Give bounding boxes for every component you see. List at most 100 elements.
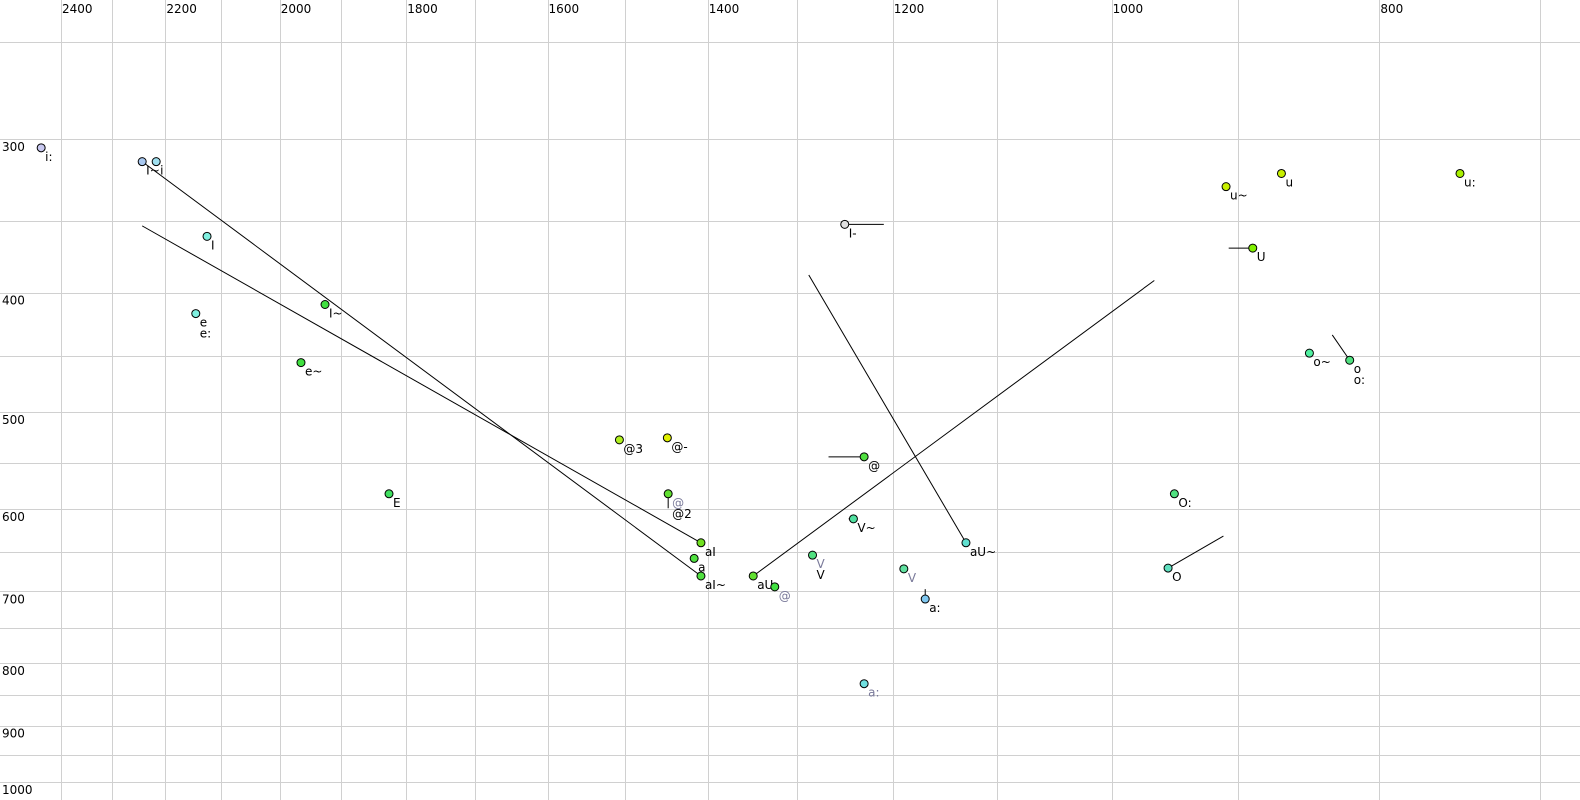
point-label: @3: [623, 442, 643, 456]
point-marker: [1221, 182, 1231, 192]
point-label: @: [779, 589, 791, 603]
trajectory-line: [141, 161, 702, 577]
vowel-point: V: [899, 564, 917, 585]
point-label: E: [393, 496, 401, 510]
point-label: @2: [672, 507, 692, 521]
point-label: o~: [1313, 355, 1330, 369]
point-label: aU~: [970, 545, 996, 559]
y-tick-label: 500: [2, 413, 25, 427]
vowel-point: I: [202, 231, 215, 252]
vowel-point: @@2: [663, 489, 692, 521]
x-tick-label: 2200: [166, 2, 197, 16]
point-marker: [296, 358, 306, 368]
vowel-point: u:: [1455, 168, 1476, 189]
point-marker: [696, 538, 706, 548]
vowel-point: V~: [848, 514, 876, 535]
x-axis-ticks: 2400 2200 2000 1800 1600 1400 1200 1000 800: [62, 2, 1403, 16]
point-label: e: [200, 316, 207, 330]
point-marker: [748, 571, 758, 581]
y-tick-label: 400: [2, 294, 25, 308]
point-marker: [859, 452, 869, 462]
vowel-point: I~: [320, 300, 343, 321]
point-label: U: [1257, 250, 1266, 264]
trajectory-line: [1331, 334, 1351, 361]
vowel-point: I~: [137, 157, 160, 178]
point-label: V: [817, 557, 826, 571]
y-tick-label: 900: [2, 727, 25, 741]
y-axis-ticks: 300 400 500 600 700 800 900 1000: [2, 140, 33, 797]
point-label: a:: [929, 601, 940, 615]
point-label: i:: [45, 150, 52, 164]
point-label: I~: [146, 164, 160, 178]
point-marker: [1345, 355, 1355, 365]
point-marker: [202, 231, 212, 241]
x-tick-label: 1000: [1113, 2, 1144, 16]
point-marker: [808, 550, 818, 560]
vowel-point: aU~: [961, 538, 996, 559]
vowel-point: a: [689, 553, 706, 574]
vowel-point: VV: [808, 550, 826, 582]
x-tick-label: 2000: [281, 2, 312, 16]
vowel-point: i:: [36, 143, 53, 164]
point-label: @-: [671, 440, 687, 454]
point-label: aI~: [705, 578, 726, 592]
vowel-point: aI~: [696, 571, 726, 592]
vowel-point: oo:: [1345, 355, 1365, 387]
point-label: u: [1285, 175, 1293, 189]
point-label: I-: [849, 226, 857, 240]
trajectory-line: [141, 225, 702, 544]
vowel-point: aU: [748, 571, 773, 592]
point-marker: [840, 219, 850, 229]
x-tick-label: 1400: [709, 2, 740, 16]
point-label: u:: [1464, 175, 1476, 189]
point-marker: [663, 489, 673, 499]
point-marker: [384, 489, 394, 499]
point-marker: [1169, 489, 1179, 499]
vowel-point: o~: [1304, 348, 1331, 369]
point-marker: [191, 309, 201, 319]
vowel-point: a:: [920, 594, 941, 615]
point-marker: [920, 594, 930, 604]
vowel-point: ee:: [191, 309, 211, 341]
trajectory-line: [752, 280, 1155, 577]
trajectory-line: [808, 274, 967, 544]
vowel-point: O:: [1169, 489, 1192, 510]
point-label: V: [908, 571, 917, 585]
point-marker: [1304, 348, 1314, 358]
point-label: V~: [857, 521, 875, 535]
x-tick-label: 800: [1380, 2, 1403, 16]
vowel-point: U: [1248, 243, 1266, 264]
vowel-point: E: [384, 489, 401, 510]
vowel-point: u: [1276, 168, 1293, 189]
x-tick-label: 2400: [62, 2, 93, 16]
vowel-point: i: [151, 157, 164, 178]
point-marker: [689, 553, 699, 563]
x-tick-label: 1200: [894, 2, 925, 16]
point-label: o: [1354, 362, 1361, 376]
vowel-point: aI: [696, 538, 716, 559]
point-marker: [662, 433, 672, 443]
point-marker: [1276, 168, 1286, 178]
trajectories: [141, 161, 1351, 600]
vowel-point: @: [770, 582, 791, 603]
vowel-point: I-: [840, 219, 857, 240]
x-tick-label: 1600: [549, 2, 580, 16]
point-marker: [848, 514, 858, 524]
vowel-point: @-: [662, 433, 688, 454]
point-label: @: [672, 496, 684, 510]
point-label: e:: [200, 327, 211, 341]
point-label: @: [868, 459, 880, 473]
point-marker: [696, 571, 706, 581]
point-marker: [1455, 168, 1465, 178]
point-label: a:: [868, 686, 879, 700]
vowel-point: @: [859, 452, 880, 473]
vowel-point: O: [1163, 563, 1182, 584]
y-tick-label: 1000: [2, 783, 33, 797]
point-marker: [1248, 243, 1258, 253]
point-marker: [899, 564, 909, 574]
point-label: a: [698, 560, 705, 574]
point-marker: [320, 300, 330, 310]
